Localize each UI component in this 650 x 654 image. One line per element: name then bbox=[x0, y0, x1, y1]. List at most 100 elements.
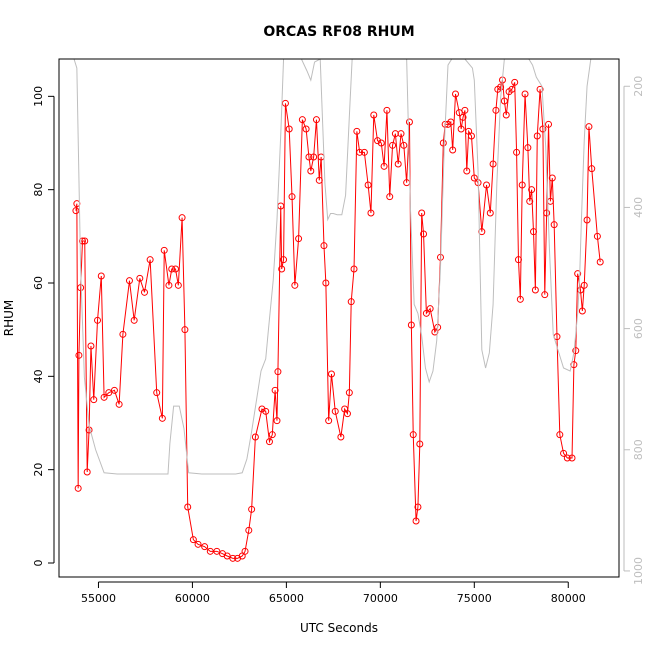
plot-frame bbox=[58, 58, 620, 578]
rhum-data-point bbox=[508, 85, 516, 93]
rhum-data-point bbox=[380, 162, 388, 170]
rhum-data-point bbox=[302, 125, 310, 133]
rhum-data-point bbox=[345, 389, 353, 397]
rhum-data-point bbox=[536, 85, 544, 93]
rhum-data-point bbox=[486, 209, 494, 217]
rhum-data-point bbox=[305, 153, 313, 161]
x-tick-label: 80000 bbox=[551, 592, 586, 605]
rhum-data-point bbox=[528, 186, 536, 194]
rhum-data-point bbox=[420, 230, 428, 238]
rhum-data-point bbox=[178, 214, 186, 222]
rhum-data-point bbox=[181, 326, 189, 334]
rhum-data-point bbox=[265, 438, 273, 446]
rhum-data-point bbox=[452, 90, 460, 98]
rhum-data-point bbox=[574, 270, 582, 278]
rhum-data-point bbox=[530, 228, 537, 236]
rhum-data-point bbox=[130, 316, 138, 324]
chart-title: ORCAS RF08 RHUM bbox=[263, 24, 414, 40]
rhum-data-point bbox=[184, 503, 192, 511]
rhum-data-point bbox=[548, 174, 556, 182]
rhum-data-point bbox=[83, 468, 91, 476]
y-tick-label: 80 bbox=[32, 183, 45, 197]
rhum-data-point bbox=[337, 433, 345, 441]
rhum-data-point bbox=[320, 242, 328, 250]
rhum-data-point bbox=[405, 118, 413, 126]
rhum-data-point bbox=[400, 141, 408, 149]
rhum-data-point bbox=[492, 106, 500, 114]
rhum-data-point bbox=[383, 106, 391, 114]
rhum-data-point bbox=[100, 393, 108, 401]
rhum-data-point bbox=[386, 193, 394, 201]
y2-tick-label: 400 bbox=[632, 197, 645, 218]
rhum-data-point bbox=[353, 127, 361, 135]
rhum-data-point bbox=[322, 279, 330, 287]
rhum-data-point bbox=[550, 221, 558, 229]
rhum-data-point bbox=[500, 97, 508, 105]
rhum-data-point bbox=[298, 116, 306, 124]
rhum-data-point bbox=[115, 400, 123, 408]
rhum-data-point bbox=[229, 554, 237, 562]
rhum-data-point bbox=[74, 484, 82, 492]
y2-tick-label: 600 bbox=[632, 318, 645, 339]
rhum-data-point bbox=[307, 167, 315, 175]
rhum-data-point bbox=[360, 148, 368, 156]
rhum-data-point bbox=[356, 148, 364, 156]
rhum-data-point bbox=[77, 284, 85, 292]
rhum-data-point bbox=[119, 330, 127, 338]
rhum-data-point bbox=[397, 130, 405, 138]
secondary-series-line bbox=[73, 59, 599, 475]
rhum-data-point bbox=[315, 176, 323, 184]
rhum-data-point bbox=[310, 153, 318, 161]
rhum-data-point bbox=[467, 132, 475, 140]
rhum-data-point bbox=[245, 526, 253, 534]
rhum-data-point bbox=[75, 351, 83, 359]
rhum-data-point bbox=[248, 505, 256, 513]
rhum-data-point bbox=[422, 309, 430, 317]
rhum-data-point bbox=[241, 547, 249, 555]
rhum-data-point bbox=[78, 237, 86, 245]
plot-layer bbox=[72, 59, 604, 562]
rhum-data-point bbox=[136, 274, 144, 282]
rhum-data-point bbox=[461, 106, 469, 114]
rhum-data-point bbox=[596, 258, 604, 266]
y2-tick-label: 800 bbox=[632, 439, 645, 460]
rhum-data-point bbox=[513, 148, 521, 156]
rhum-data-point bbox=[455, 109, 463, 117]
y-tick-label: 0 bbox=[32, 560, 45, 567]
rhum-data-point bbox=[497, 83, 505, 91]
axes-layer: 55000 60000 65000 70000 75000 80000 0 20 40 60 80 1… bbox=[32, 58, 645, 605]
rhum-data-point bbox=[172, 265, 180, 273]
rhum-data-point bbox=[543, 209, 551, 217]
rhum-data-point bbox=[539, 125, 547, 133]
rhum-data-point bbox=[470, 174, 478, 182]
rhum-data-point bbox=[262, 407, 270, 415]
y2-tick-label: 200 bbox=[632, 76, 645, 97]
rhum-data-point bbox=[97, 272, 105, 280]
rhum-data-point bbox=[223, 552, 231, 560]
rhum-data-point bbox=[153, 389, 161, 397]
rhum-data-point bbox=[281, 99, 289, 107]
rhum-data-point bbox=[580, 281, 588, 289]
rhum-data-point bbox=[81, 237, 89, 245]
x-axis-label: UTC Seconds bbox=[300, 621, 378, 635]
rhum-data-point bbox=[370, 111, 378, 119]
rhum-data-point bbox=[189, 536, 197, 544]
rhum-data-point bbox=[576, 286, 584, 294]
x-tick-label: 55000 bbox=[81, 592, 116, 605]
rhum-data-point bbox=[556, 431, 564, 439]
rhum-data-point bbox=[439, 139, 447, 147]
rhum-data-point bbox=[563, 454, 571, 462]
rhum-data-point bbox=[418, 209, 426, 217]
rhum-data-point bbox=[533, 132, 541, 140]
rhum-data-point bbox=[583, 216, 591, 224]
rhum-data-point bbox=[174, 281, 182, 289]
rhum-data-point bbox=[295, 235, 303, 243]
rhum-data-point bbox=[87, 342, 95, 350]
rhum-data-point bbox=[213, 547, 221, 555]
rhum-data-point bbox=[206, 547, 214, 555]
rhum-data-point bbox=[377, 139, 385, 147]
rhum-data-point bbox=[90, 396, 98, 404]
rhum-data-point bbox=[457, 125, 465, 133]
rhum-data-point bbox=[568, 454, 576, 462]
